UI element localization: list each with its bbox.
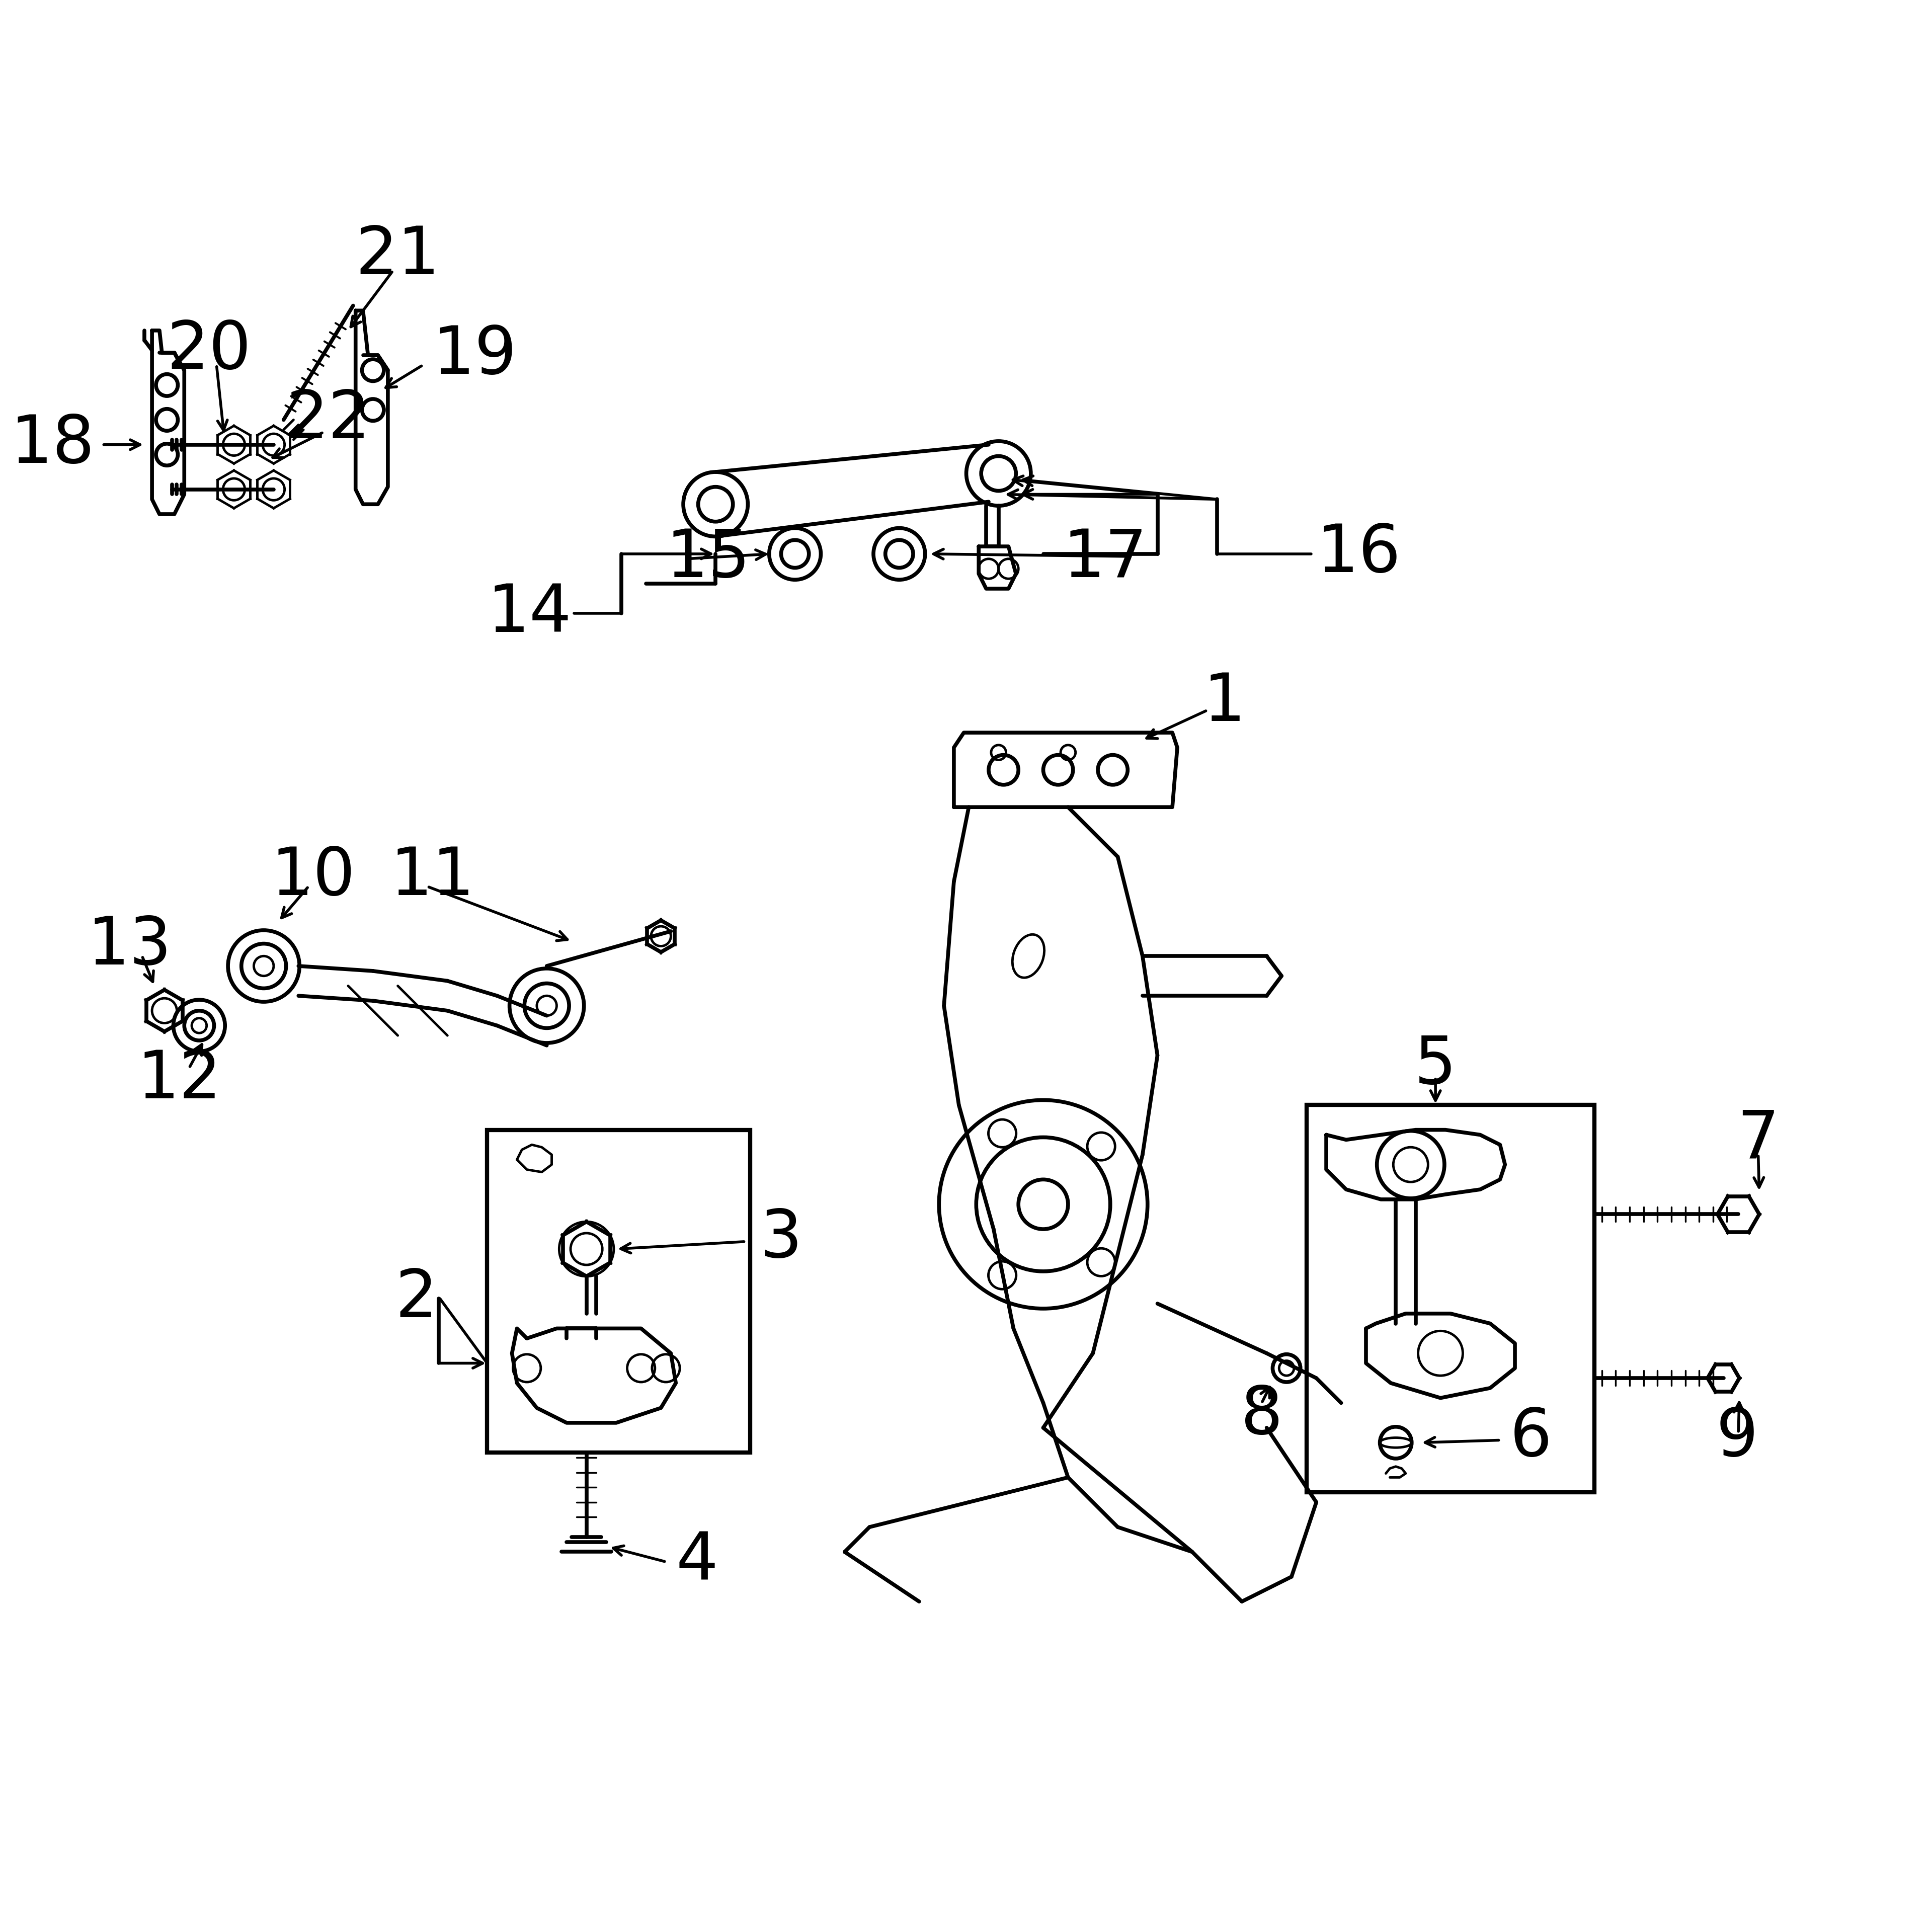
- Text: 7: 7: [1737, 1107, 1779, 1171]
- Text: 15: 15: [667, 527, 750, 591]
- Text: 6: 6: [1511, 1406, 1551, 1470]
- Text: 5: 5: [1414, 1034, 1457, 1097]
- Bar: [487, 1130, 750, 1453]
- Text: 17: 17: [1063, 527, 1148, 591]
- Text: 1: 1: [1204, 670, 1246, 734]
- Text: 13: 13: [87, 914, 172, 978]
- Text: 11: 11: [390, 844, 475, 908]
- Text: 4: 4: [676, 1530, 719, 1594]
- Text: 9: 9: [1716, 1406, 1758, 1470]
- Text: 8: 8: [1240, 1383, 1283, 1447]
- Text: 22: 22: [286, 388, 371, 452]
- Text: 18: 18: [10, 413, 95, 477]
- Bar: [1306, 1105, 1594, 1492]
- Text: 3: 3: [759, 1208, 802, 1271]
- Text: 21: 21: [355, 224, 440, 288]
- Text: 10: 10: [270, 844, 355, 908]
- Text: 16: 16: [1316, 522, 1401, 585]
- Text: 12: 12: [137, 1049, 222, 1113]
- Text: 14: 14: [487, 582, 572, 645]
- Text: 19: 19: [433, 323, 518, 386]
- Text: 20: 20: [166, 319, 251, 383]
- Text: 2: 2: [396, 1267, 437, 1331]
